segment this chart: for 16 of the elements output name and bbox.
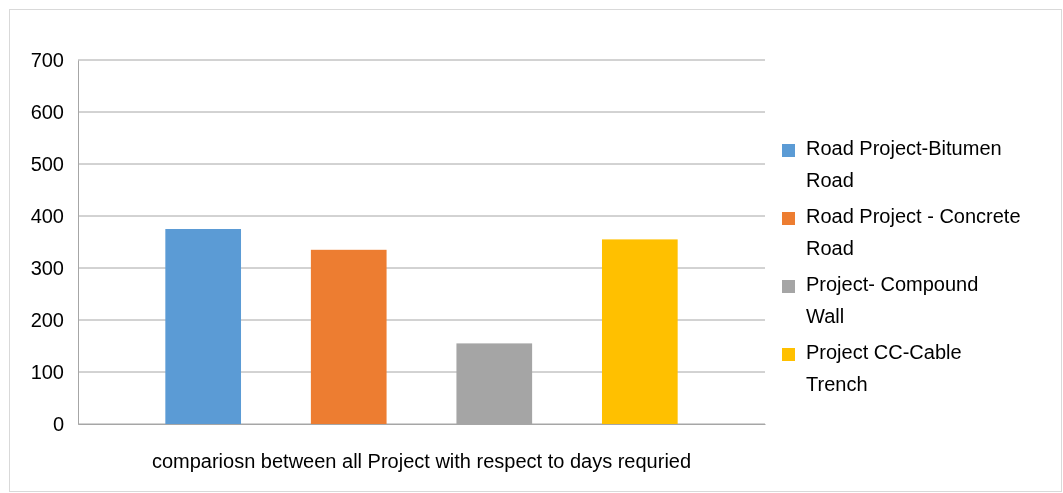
y-tick-label: 500 xyxy=(30,152,64,175)
bar xyxy=(601,239,678,424)
y-tick-label: 700 xyxy=(30,48,64,71)
legend-label: Road Project - Concrete Road xyxy=(806,205,1021,260)
y-tick-label: 300 xyxy=(30,256,64,279)
legend-label: Project CC-Cable Trench xyxy=(806,341,962,396)
bar xyxy=(310,249,387,424)
legend-label: Project- Compound Wall xyxy=(806,273,979,328)
y-tick-label: 600 xyxy=(30,100,64,123)
y-tick-label: 400 xyxy=(30,204,64,227)
y-tick-label: 200 xyxy=(30,308,64,331)
bar xyxy=(165,229,242,424)
x-axis-title: compariosn between all Project with respect to days requried xyxy=(151,450,692,472)
legend-label: Road Project-Bitumen Road xyxy=(806,137,1002,192)
y-tick-label: 0 xyxy=(52,412,64,435)
y-tick-label: 100 xyxy=(30,360,64,383)
